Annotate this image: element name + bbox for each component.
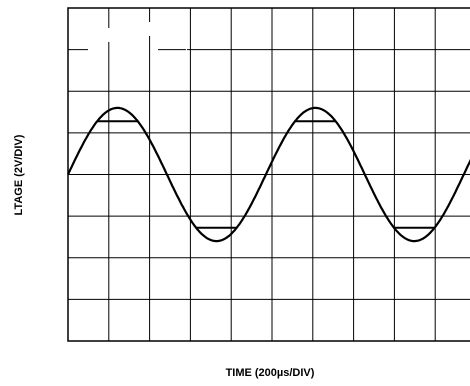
x-axis-label: TIME (200µs/DIV) <box>226 367 315 379</box>
grid <box>68 8 470 341</box>
grid-blank-patch <box>69 9 187 84</box>
y-axis-label: LTAGE (2V/DIV) <box>13 134 25 215</box>
